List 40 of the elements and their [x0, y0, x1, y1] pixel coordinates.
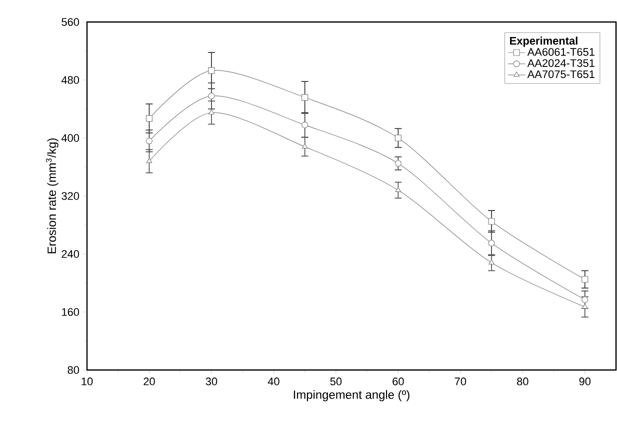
y-tick-label: 320 [62, 192, 80, 200]
x-tick-label: 10 [82, 378, 93, 386]
y-axis-title: Erosion rate (mm$^{3}$/kg) [46, 138, 58, 254]
point [208, 92, 215, 100]
point [146, 138, 153, 144]
x-tick-label: 70 [454, 378, 466, 386]
point [582, 304, 588, 309]
point [394, 160, 402, 167]
point [208, 109, 214, 114]
y-tick-label: 560 [62, 18, 80, 26]
x-axis-title: Impingement angle (º) [294, 390, 410, 402]
point [302, 143, 308, 148]
point [488, 259, 494, 264]
legend-label: AA6061-T651 [527, 48, 594, 56]
point [582, 276, 588, 283]
point [395, 186, 402, 192]
y-tick-label: 160 [62, 308, 80, 316]
y-tick-label: 400 [61, 134, 80, 142]
point [394, 134, 402, 142]
x-tick-label: 80 [517, 378, 528, 386]
x-tick-label: 60 [392, 378, 404, 386]
legend-label: AA2024-T351 [527, 59, 594, 67]
point [146, 158, 152, 163]
x-tick-label: 90 [579, 378, 591, 386]
point [146, 115, 153, 122]
point [488, 218, 495, 225]
point [208, 67, 215, 74]
y-tick-label: 480 [61, 76, 80, 84]
legend-title: Experimental [510, 36, 578, 47]
point [488, 240, 495, 246]
point [582, 296, 588, 303]
x-tick-label: 30 [206, 378, 218, 386]
point [302, 94, 308, 101]
y-tick-label: 240 [62, 250, 80, 258]
legend-label: AA7075-T651 [527, 70, 594, 78]
point [302, 122, 308, 128]
x-tick-label: 20 [144, 378, 155, 386]
x-tick-label: 50 [330, 378, 342, 386]
x-tick-label: 40 [268, 378, 280, 386]
y-tick-label: 80 [68, 366, 80, 374]
